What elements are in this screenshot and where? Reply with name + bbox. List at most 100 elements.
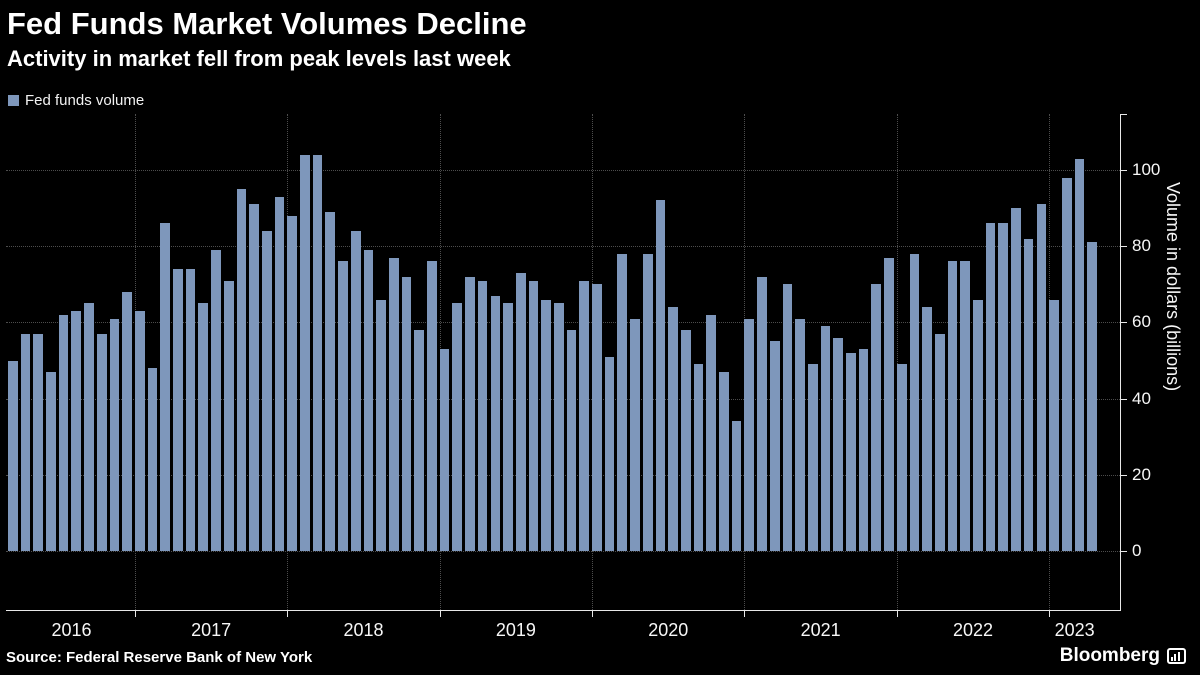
y-axis-line — [1120, 114, 1121, 610]
bar — [96, 333, 107, 551]
bloomberg-wordmark: Bloomberg — [1059, 645, 1160, 666]
bar — [858, 349, 869, 551]
bar — [515, 272, 526, 551]
bar — [1074, 158, 1085, 551]
bar — [160, 223, 171, 551]
y-tick-label: 0 — [1132, 541, 1142, 560]
x-axis-year-label: 2018 — [343, 620, 384, 640]
y-tick — [1120, 398, 1127, 400]
x-tick — [287, 610, 289, 617]
y-tick-label: 20 — [1132, 464, 1151, 484]
source-note: Source: Federal Reserve Bank of New York — [6, 649, 313, 666]
bar — [973, 299, 983, 551]
bar — [274, 196, 285, 551]
bar — [173, 269, 183, 551]
y-tick — [1120, 322, 1127, 324]
bar — [617, 253, 628, 551]
bar — [33, 333, 44, 551]
y-tick — [1120, 474, 1127, 476]
bar — [134, 310, 145, 551]
y-tick-label: 80 — [1132, 236, 1151, 256]
y-tick-label: 40 — [1132, 388, 1151, 408]
bar — [680, 330, 691, 551]
x-axis-year-label: 2021 — [800, 620, 841, 640]
y-tick-label: 60 — [1132, 312, 1151, 332]
bar — [655, 200, 666, 551]
bar — [300, 154, 310, 551]
bar — [363, 250, 374, 551]
h-gridline — [6, 170, 1120, 171]
bar — [439, 349, 450, 551]
bar — [922, 307, 932, 551]
bar — [693, 364, 704, 551]
x-tick — [592, 610, 594, 617]
bar-chart: Volume in dollars (billions) 0 20 40 60 80 10… — [0, 112, 1200, 675]
bar — [706, 314, 717, 551]
bar — [566, 330, 577, 551]
bar — [503, 303, 513, 551]
bar — [1036, 204, 1047, 551]
bar — [795, 318, 805, 551]
bar — [833, 337, 844, 551]
bar — [350, 230, 361, 551]
bar — [46, 371, 56, 551]
bar — [1049, 299, 1059, 551]
bar — [427, 261, 437, 551]
legend: Fed funds volume — [8, 92, 144, 109]
h-gridline — [6, 246, 1120, 248]
y-tick — [1120, 551, 1127, 552]
x-tick — [134, 610, 136, 617]
bar — [223, 280, 234, 551]
x-tick — [1049, 610, 1051, 617]
x-tick — [439, 610, 441, 617]
y-tick-label: 100 — [1132, 160, 1161, 179]
bar — [630, 318, 640, 551]
bar — [109, 318, 120, 551]
bar — [744, 318, 755, 551]
bar — [579, 280, 590, 551]
bar — [871, 284, 882, 551]
bar — [249, 204, 259, 551]
x-axis-year-label: 2020 — [648, 620, 689, 640]
bar — [820, 326, 831, 551]
bar — [604, 356, 615, 551]
y-tick — [1120, 170, 1127, 171]
x-tick — [744, 610, 746, 617]
bar-series — [8, 112, 1100, 551]
bar — [554, 303, 564, 551]
bar — [325, 211, 336, 551]
bar — [960, 261, 971, 551]
bar — [592, 284, 602, 551]
bloomberg-logo: Bloomberg — [1060, 645, 1186, 667]
bar — [122, 291, 132, 551]
h-gridline — [6, 551, 1120, 552]
bar — [312, 154, 323, 551]
bar — [934, 333, 945, 551]
chart-title: Fed Funds Market Volumes Decline — [7, 6, 527, 41]
bar — [541, 299, 551, 551]
bar — [147, 368, 158, 551]
x-axis-year-label: 2022 — [952, 620, 994, 640]
bar — [1087, 242, 1097, 551]
bar — [211, 250, 221, 551]
bar — [947, 261, 958, 551]
bar — [731, 421, 742, 551]
y-tick — [1120, 246, 1127, 248]
bar — [1023, 238, 1034, 551]
bar — [490, 295, 501, 551]
bar — [668, 307, 678, 551]
bar — [414, 330, 425, 551]
bar — [84, 303, 94, 551]
bar — [8, 360, 18, 551]
bar — [71, 310, 82, 551]
bar — [20, 333, 31, 551]
bar — [376, 299, 386, 551]
v-gridline — [896, 114, 898, 610]
bar — [719, 371, 729, 551]
bar — [261, 230, 272, 551]
y-axis-top-tick — [1120, 114, 1127, 115]
x-tick — [896, 610, 898, 617]
bar — [401, 276, 412, 551]
y-axis-title: Volume in dollars (billions) — [1163, 182, 1183, 392]
